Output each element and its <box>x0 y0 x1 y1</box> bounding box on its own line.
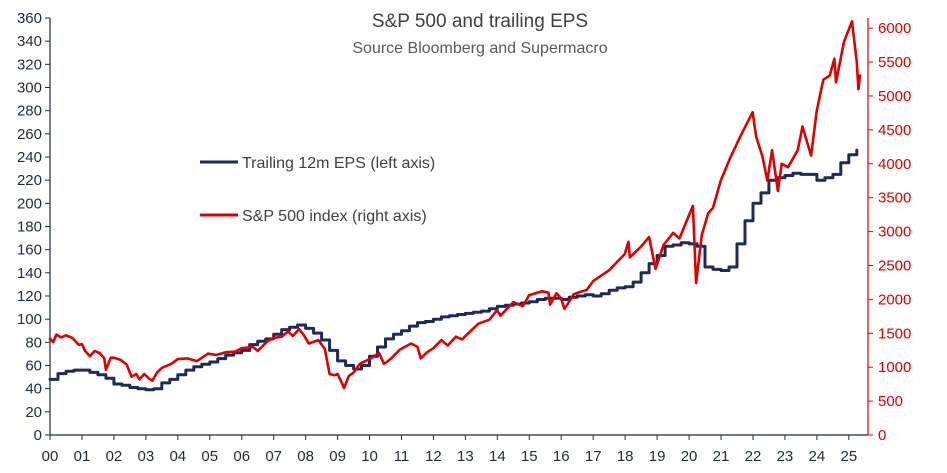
right-tick-label: 4000 <box>878 156 911 173</box>
x-tick-label: 11 <box>394 448 410 465</box>
right-tick-label: 2000 <box>878 291 911 308</box>
legend-label-sp500: S&P 500 index (right axis) <box>242 208 427 225</box>
right-tick-label: 1000 <box>878 359 911 376</box>
left-tick-label: 320 <box>17 56 42 73</box>
left-tick-label: 20 <box>25 404 42 421</box>
x-tick-label: 13 <box>457 448 474 465</box>
x-tick-label: 18 <box>617 448 634 465</box>
right-tick-label: 4500 <box>878 122 911 139</box>
left-tick-label: 220 <box>17 172 42 189</box>
x-tick-label: 02 <box>106 448 123 465</box>
right-tick-label: 2500 <box>878 257 911 274</box>
x-tick-label: 07 <box>265 448 282 465</box>
x-tick-label: 23 <box>777 448 794 465</box>
x-tick-label: 12 <box>425 448 442 465</box>
series-line-eps <box>48 148 859 392</box>
left-tick-label: 140 <box>17 265 42 282</box>
right-tick-label: 500 <box>878 393 903 410</box>
left-tick-label: 360 <box>17 10 42 27</box>
x-tick-label: 06 <box>233 448 250 465</box>
right-tick-label: 1500 <box>878 325 911 342</box>
x-tick-label: 16 <box>553 448 570 465</box>
x-tick-label: 15 <box>521 448 538 465</box>
x-tick-label: 25 <box>840 448 857 465</box>
x-tick-label: 05 <box>201 448 218 465</box>
x-tick-label: 17 <box>585 448 602 465</box>
chart-subtitle: Source Bloomberg and Supermacro <box>352 40 607 57</box>
x-tick-label: 03 <box>138 448 155 465</box>
left-tick-label: 80 <box>25 334 42 351</box>
chart-title: S&P 500 and trailing EPS <box>372 11 588 32</box>
x-axis-ticks: 00 01 02 03 04 05 06 07 08 09 10 11 12 13 14 15 16 17 18 19… <box>42 435 857 465</box>
left-tick-label: 240 <box>17 149 42 166</box>
left-tick-label: 120 <box>17 288 42 305</box>
x-tick-label: 24 <box>809 448 826 465</box>
legend: Trailing 12m EPS (left axis) S&P 500 ind… <box>200 155 435 225</box>
x-tick-label: 20 <box>681 448 698 465</box>
left-tick-label: 200 <box>17 195 42 212</box>
left-tick-label: 40 <box>25 381 42 398</box>
left-tick-label: 100 <box>17 311 42 328</box>
left-tick-label: 180 <box>17 219 42 236</box>
x-tick-label: 09 <box>329 448 346 465</box>
series-line-sp500 <box>48 20 862 390</box>
left-tick-label: 280 <box>17 103 42 120</box>
right-tick-label: 3000 <box>878 224 911 241</box>
x-tick-label: 00 <box>42 448 59 465</box>
left-tick-label: 0 <box>34 427 42 444</box>
right-axis-ticks: 0 500 1000 1500 2000 2500 3000 3500 4000 4500 5000… <box>868 20 911 444</box>
right-tick-label: 3500 <box>878 190 911 207</box>
right-tick-label: 5000 <box>878 88 911 105</box>
x-tick-label: 10 <box>361 448 378 465</box>
left-tick-label: 60 <box>25 358 42 375</box>
right-tick-label: 6000 <box>878 20 911 37</box>
x-tick-label: 14 <box>489 448 506 465</box>
x-tick-label: 08 <box>297 448 314 465</box>
x-tick-label: 19 <box>649 448 666 465</box>
series-layer <box>48 20 862 392</box>
right-tick-label: 5500 <box>878 54 911 71</box>
left-tick-label: 260 <box>17 126 42 143</box>
right-tick-label: 0 <box>878 427 886 444</box>
legend-label-eps: Trailing 12m EPS (left axis) <box>242 155 435 172</box>
left-tick-label: 340 <box>17 33 42 50</box>
x-tick-label: 04 <box>169 448 186 465</box>
x-tick-label: 01 <box>74 448 91 465</box>
x-tick-label: 21 <box>713 448 730 465</box>
left-tick-label: 300 <box>17 80 42 97</box>
left-tick-label: 160 <box>17 242 42 259</box>
left-axis-ticks: 0 20 40 60 80 100 120 140 160 180 200 220 240 260 280 3… <box>17 10 50 444</box>
x-tick-label: 22 <box>745 448 762 465</box>
